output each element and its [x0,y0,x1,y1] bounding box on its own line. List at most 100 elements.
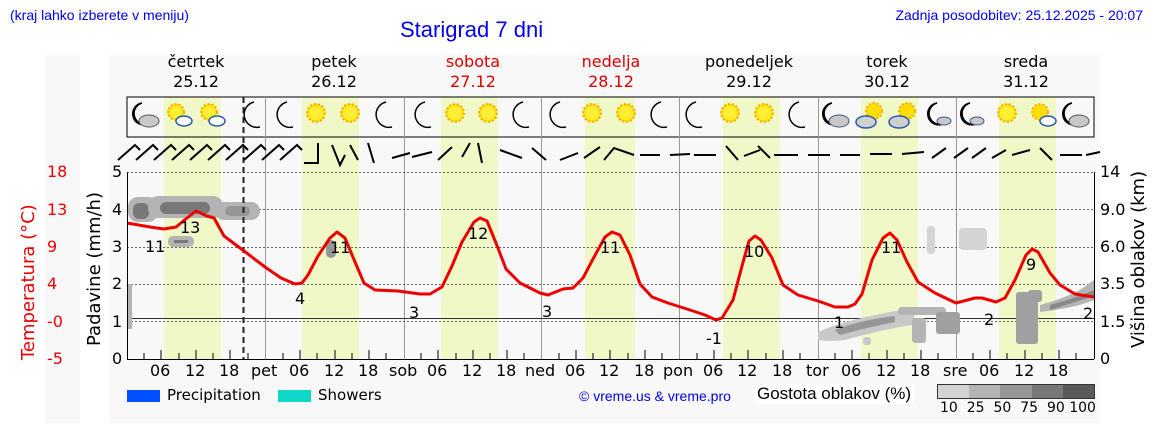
sun-icon [720,103,740,123]
temp-tick: 9 [47,237,58,256]
x-tick: 18 [358,361,379,380]
sun-icon [616,103,636,123]
moon-icon [650,101,668,129]
x-tick: 12 [1014,361,1035,380]
density-tick: 50 [993,400,1012,416]
precip-tick: 1 [112,312,123,331]
day-date: 27.12 [450,72,496,91]
day-header-fri: petek 26.12 [264,52,404,92]
moon-icon [243,101,261,129]
density-swatch [938,385,970,398]
x-tick: 18 [219,361,240,380]
sun-icon [306,103,326,123]
precip-tick: 5 [112,162,123,181]
svg-text:3: 3 [409,303,419,322]
x-tick: tor [806,361,829,380]
day-name: nedelja [581,52,641,71]
x-tick: 12 [324,361,345,380]
sun-icon [754,103,774,123]
precipitation-swatch [127,390,160,402]
day-name: torek [866,52,908,71]
sun-icon [445,103,465,123]
precip-tick: 0 [112,349,123,368]
x-tick: 06 [427,361,448,380]
density-tick: 90 [1046,400,1065,416]
x-tick: pet [251,361,278,380]
moon-icon [276,101,294,129]
showers-legend-label: Showers [318,386,382,404]
page-title: Starigrad 7 dni [400,17,544,42]
sun-icon [478,103,498,123]
svg-text:9: 9 [1026,255,1036,274]
day-date: 25.12 [173,72,219,91]
day-date: 26.12 [311,72,357,91]
density-swatch [969,385,1001,398]
svg-text:10: 10 [744,242,764,261]
x-tick: 12 [185,361,206,380]
day-name: četrtek [167,52,225,71]
precip-tick: 3 [112,237,123,256]
x-tick: 06 [150,361,171,380]
svg-text:3: 3 [542,302,552,321]
day-header-wed: sreda 31.12 [956,52,1096,92]
density-tick: 10 [940,400,958,416]
moon-icon [549,101,567,129]
day-header-thu: četrtek 25.12 [126,52,266,92]
precipitation-legend-label: Precipitation [167,386,261,404]
day-date: 28.12 [588,72,634,91]
weather-icon-row [131,101,1090,129]
x-tick: 18 [634,361,655,380]
temperature-line [126,209,1095,322]
temp-tick: 18 [47,162,68,181]
sun-cloud-icon [1031,103,1057,127]
day-header-sun: nedelja 28.12 [541,52,681,92]
moon-cloud-icon [821,102,850,128]
day-header-sat: sobota 27.12 [403,52,543,92]
density-tick: 75 [1020,400,1039,416]
x-tick: 06 [703,361,724,380]
svg-text:2: 2 [1083,304,1093,323]
density-swatch [1000,385,1032,398]
svg-text:1: 1 [834,313,844,332]
precip-tick: 2 [112,274,123,293]
cloud-height-tick: 0 [1100,349,1111,368]
precip-tick: 4 [112,200,123,219]
icon-row-frame [126,96,1095,138]
hour-ticks [143,350,1077,359]
sun-icon [582,103,602,123]
day-name: petek [311,52,357,71]
sun-cloud-icon [855,102,883,129]
x-tick: 18 [910,361,931,380]
moon-icon [414,101,432,129]
x-tick: pon [663,361,694,380]
last-update: Zadnja posodobitev: 25.12.2025 - 20:07 [895,7,1143,23]
density-tick: 25 [966,400,985,416]
sun-icon [340,103,360,123]
x-tick: 12 [599,361,620,380]
svg-text:11: 11 [330,238,350,257]
cloud-density-ticks: 10 25 50 75 90 100 [940,400,1096,416]
day-date: 31.12 [1003,72,1049,91]
x-tick: 12 [462,361,483,380]
x-tick: 12 [737,361,758,380]
x-tick: 12 [876,361,897,380]
svg-text:12: 12 [468,224,488,243]
cloud-height-tick: 1.5 [1100,312,1126,331]
svg-text:11: 11 [145,237,165,256]
cloud-density-label: Gostota oblakov (%) [754,384,915,404]
temp-tick: -0 [47,312,63,331]
svg-text:2: 2 [984,310,994,329]
day-name: sreda [1003,52,1049,71]
svg-text:11: 11 [881,238,901,257]
moon-icon [375,101,393,129]
moon-cloud-icon [1061,102,1090,128]
sun-cloud-icon [888,102,916,129]
copyright-link[interactable]: © vreme.us & vreme.pro [579,388,731,404]
location-menu-hint[interactable]: (kraj lahko izberete v meniju) [10,7,189,23]
x-tick: 18 [496,361,517,380]
temp-tick: 4 [47,274,58,293]
day-date: 30.12 [864,72,910,91]
x-tick: 18 [1048,361,1069,380]
day-name: ponedeljek [705,52,793,71]
day-date: 29.12 [726,72,772,91]
